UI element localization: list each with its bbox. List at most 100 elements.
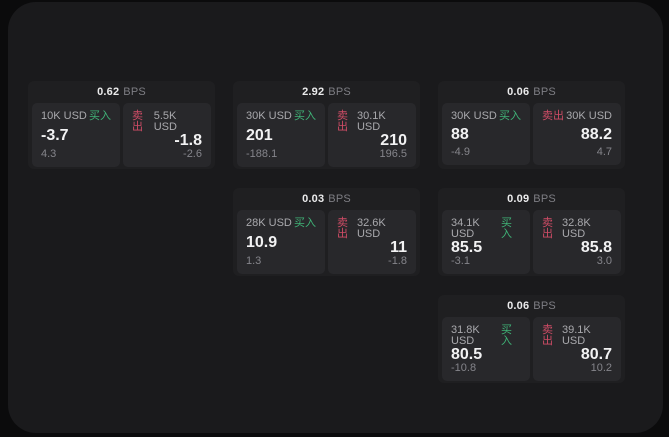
spread-card: 0.03 BPS 28K USD 买入 10.9 1.3 卖出 32.6K US…	[233, 188, 420, 276]
bps-unit: BPS	[123, 86, 146, 98]
sell-quote-panel[interactable]: 卖出 32.6K USD 11 -1.8	[328, 210, 416, 274]
sell-size: 32.6K USD	[356, 217, 386, 240]
sell-panel-top: 卖出 30.1K USD	[337, 111, 407, 133]
sell-sub-value: 3.0	[596, 255, 612, 267]
sell-quote-panel[interactable]: 卖出 32.8K USD 85.8 3.0	[533, 210, 621, 274]
buy-tag: 买入	[501, 324, 513, 347]
buy-sub-value: -188.1	[246, 148, 278, 160]
buy-quote-panel[interactable]: 31.8K USD 买入 80.5 -10.8	[442, 317, 530, 381]
sell-quote-panel[interactable]: 卖出 5.5K USD -1.8 -2.6	[123, 103, 211, 167]
bps-unit: BPS	[328, 86, 351, 98]
buy-price: 85.5	[451, 239, 483, 256]
sell-price: 88.2	[580, 125, 612, 143]
spread-card: 0.62 BPS 10K USD 买入 -3.7 4.3 卖出 5.5K USD…	[28, 81, 215, 169]
sell-size: 30K USD	[566, 110, 612, 122]
bps-value: 0.06	[507, 86, 530, 98]
sell-panel-top: 卖出 32.6K USD	[337, 218, 407, 240]
buy-size: 31.8K USD	[451, 324, 480, 347]
bps-unit: BPS	[533, 193, 556, 205]
bps-value: 0.09	[507, 193, 530, 205]
quote-body: 28K USD 买入 10.9 1.3 卖出 32.6K USD 11 -1.8	[233, 210, 420, 276]
sell-tag: 卖出	[337, 110, 348, 133]
buy-price: 10.9	[246, 233, 278, 251]
sell-tag: 卖出	[542, 324, 553, 347]
buy-quote-panel[interactable]: 30K USD 买入 88 -4.9	[442, 103, 530, 165]
buy-size: 28K USD	[246, 217, 292, 229]
buy-panel-top: 34.1K USD 买入	[451, 218, 521, 240]
bps-unit: BPS	[533, 86, 556, 98]
sell-tag: 卖出	[542, 110, 564, 122]
spread-header: 0.62 BPS	[28, 81, 215, 103]
sell-quote-panel[interactable]: 卖出 30K USD 88.2 4.7	[533, 103, 621, 165]
spread-card: 0.09 BPS 34.1K USD 买入 85.5 -3.1 卖出 32.8K…	[438, 188, 625, 276]
buy-price: 88	[451, 125, 469, 143]
bps-value: 0.62	[97, 86, 120, 98]
buy-quote-panel[interactable]: 28K USD 买入 10.9 1.3	[237, 210, 325, 274]
buy-quote-panel[interactable]: 34.1K USD 买入 85.5 -3.1	[442, 210, 530, 274]
quote-body: 30K USD 买入 88 -4.9 卖出 30K USD 88.2 4.7	[438, 103, 625, 169]
buy-sub-value: 4.3	[41, 148, 57, 160]
buy-panel-top: 30K USD 买入	[246, 111, 316, 122]
sell-sub-value: -1.8	[388, 255, 407, 267]
buy-quote-panel[interactable]: 10K USD 买入 -3.7 4.3	[32, 103, 120, 167]
bps-value: 2.92	[302, 86, 325, 98]
sell-quote-panel[interactable]: 卖出 39.1K USD 80.7 10.2	[533, 317, 621, 381]
spread-card: 2.92 BPS 30K USD 买入 201 -188.1 卖出 30.1K …	[233, 81, 420, 169]
sell-panel-top: 卖出 5.5K USD	[132, 111, 202, 133]
spread-header: 0.06 BPS	[438, 295, 625, 317]
spread-card-grid: 0.62 BPS 10K USD 买入 -3.7 4.3 卖出 5.5K USD…	[28, 81, 625, 383]
sell-quote-panel[interactable]: 卖出 30.1K USD 210 196.5	[328, 103, 416, 167]
buy-quote-panel[interactable]: 30K USD 买入 201 -188.1	[237, 103, 325, 167]
sell-panel-top: 卖出 32.8K USD	[542, 218, 612, 240]
buy-price: 201	[246, 126, 273, 144]
bps-unit: BPS	[328, 193, 351, 205]
sell-sub-value: 10.2	[590, 362, 612, 374]
buy-panel-top: 10K USD 买入	[41, 111, 111, 122]
buy-size: 34.1K USD	[451, 217, 480, 240]
sell-price: 210	[380, 132, 407, 149]
spread-header: 0.09 BPS	[438, 188, 625, 210]
buy-size: 30K USD	[451, 110, 497, 122]
sell-sub-value: 4.7	[596, 146, 612, 158]
buy-sub-value: -10.8	[451, 362, 477, 374]
quote-body: 31.8K USD 买入 80.5 -10.8 卖出 39.1K USD 80.…	[438, 317, 625, 383]
bps-value: 0.06	[507, 300, 530, 312]
bps-value: 0.03	[302, 193, 325, 205]
quote-body: 34.1K USD 买入 85.5 -3.1 卖出 32.8K USD 85.8…	[438, 210, 625, 276]
buy-size: 30K USD	[246, 110, 292, 122]
quote-body: 10K USD 买入 -3.7 4.3 卖出 5.5K USD -1.8 -2.…	[28, 103, 215, 169]
buy-size: 10K USD	[41, 110, 87, 122]
sell-tag: 卖出	[132, 110, 143, 133]
sell-price: -1.8	[174, 132, 202, 149]
spread-header: 0.03 BPS	[233, 188, 420, 210]
sell-sub-value: 196.5	[379, 148, 407, 160]
buy-sub-value: -3.1	[451, 255, 470, 267]
sell-price: 80.7	[580, 346, 612, 363]
buy-tag: 买入	[294, 217, 316, 229]
quote-body: 30K USD 买入 201 -188.1 卖出 30.1K USD 210 1…	[233, 103, 420, 169]
sell-panel-top: 卖出 39.1K USD	[542, 325, 612, 347]
spread-card: 0.06 BPS 30K USD 买入 88 -4.9 卖出 30K USD 8…	[438, 81, 625, 169]
buy-tag: 买入	[294, 110, 316, 122]
buy-price: -3.7	[41, 126, 69, 144]
sell-sub-value: -2.6	[183, 148, 202, 160]
sell-price: 85.8	[580, 239, 612, 256]
sell-size: 32.8K USD	[561, 217, 591, 240]
buy-tag: 买入	[499, 110, 521, 122]
buy-panel-top: 30K USD 买入	[451, 111, 521, 122]
buy-panel-top: 28K USD 买入	[246, 218, 316, 229]
sell-tag: 卖出	[337, 217, 348, 240]
buy-sub-value: 1.3	[246, 255, 262, 267]
buy-tag: 买入	[501, 217, 513, 240]
sell-price: 11	[390, 239, 407, 256]
sell-size: 5.5K USD	[153, 110, 177, 133]
buy-price: 80.5	[451, 346, 483, 363]
sell-size: 30.1K USD	[356, 110, 386, 133]
spread-header: 2.92 BPS	[233, 81, 420, 103]
sell-tag: 卖出	[542, 217, 553, 240]
sell-size: 39.1K USD	[561, 324, 591, 347]
sell-panel-top: 卖出 30K USD	[542, 111, 612, 122]
buy-sub-value: -4.9	[451, 146, 470, 158]
buy-tag: 买入	[89, 110, 111, 122]
buy-panel-top: 31.8K USD 买入	[451, 325, 521, 347]
